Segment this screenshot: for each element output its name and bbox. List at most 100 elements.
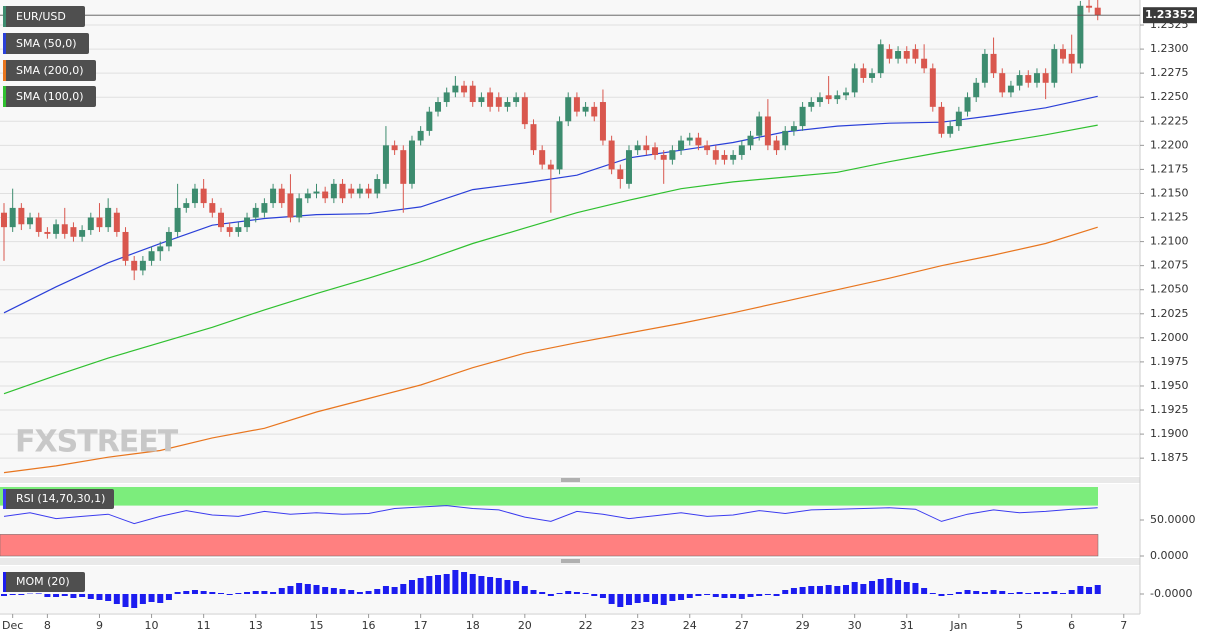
- candle-body: [990, 53, 997, 74]
- candle-body: [695, 137, 702, 146]
- legend-swatch: [3, 60, 6, 81]
- momentum-bar: [851, 582, 858, 594]
- momentum-bar: [391, 587, 398, 594]
- candle-body: [435, 102, 442, 112]
- candle-body: [903, 51, 910, 59]
- candle-body: [556, 121, 563, 170]
- momentum-bar: [313, 585, 320, 594]
- candle-body: [660, 154, 667, 160]
- y-tick-label: 1.1875: [1150, 451, 1189, 464]
- momentum-bar: [452, 570, 459, 594]
- legend-swatch: [3, 572, 6, 592]
- y-tick-label: 1.2150: [1150, 186, 1189, 199]
- momentum-bar: [18, 594, 25, 595]
- momentum-bar: [799, 587, 806, 594]
- candle-body: [764, 116, 771, 146]
- x-tick-label: 23: [631, 619, 645, 632]
- momentum-bar: [1077, 586, 1084, 594]
- panel-title: RSI (14,70,30,1): [16, 492, 105, 505]
- candle-body: [148, 251, 155, 261]
- momentum-bar: [400, 584, 407, 594]
- candle-body: [955, 111, 962, 127]
- candle-body: [122, 231, 129, 261]
- candle-body: [287, 193, 294, 218]
- candle-body: [912, 49, 919, 59]
- mom-panel: [0, 566, 1140, 613]
- candle-body: [495, 97, 502, 107]
- momentum-bar: [322, 587, 329, 594]
- candle-body: [1051, 49, 1058, 83]
- momentum-bar: [235, 593, 242, 594]
- momentum-bar: [877, 579, 884, 594]
- candle-body: [218, 212, 225, 228]
- candle-body: [738, 145, 745, 155]
- candle-body: [174, 207, 181, 232]
- y-tick-label: -0.0000: [1150, 587, 1192, 600]
- candle-body: [617, 169, 624, 180]
- candle-body: [452, 85, 459, 93]
- momentum-bar: [356, 592, 363, 594]
- legend-box[interactable]: [3, 6, 85, 27]
- legend-box[interactable]: [3, 60, 96, 81]
- candle-body: [773, 140, 780, 151]
- candle-body: [400, 150, 407, 184]
- momentum-bar: [426, 576, 433, 594]
- momentum-bar: [244, 592, 251, 594]
- momentum-bar: [990, 590, 997, 594]
- momentum-bar: [947, 594, 954, 595]
- x-tick-label: Dec: [2, 619, 23, 632]
- momentum-bar: [999, 591, 1006, 594]
- candle-body: [678, 140, 685, 151]
- candle-body: [408, 140, 415, 184]
- candle-body: [565, 97, 572, 122]
- x-tick-label: 31: [900, 619, 914, 632]
- candle-body: [330, 183, 337, 199]
- candle-body: [521, 97, 528, 125]
- candle-body: [929, 68, 936, 107]
- candle-body: [139, 260, 146, 271]
- candle-body: [790, 126, 797, 131]
- y-tick-label: 1.2125: [1150, 211, 1189, 224]
- momentum-bar: [148, 594, 155, 602]
- momentum-bar: [374, 589, 381, 594]
- candle-body: [1086, 5, 1093, 8]
- y-tick-label: 50.0000: [1150, 513, 1196, 526]
- candle-body: [573, 97, 580, 112]
- momentum-bar: [678, 594, 685, 600]
- momentum-bar: [521, 586, 528, 594]
- momentum-bar: [582, 593, 589, 594]
- y-tick-label: 1.2075: [1150, 259, 1189, 272]
- candle-body: [1016, 75, 1023, 86]
- legend-box[interactable]: [3, 489, 114, 509]
- candle-body: [547, 164, 554, 170]
- candle-body: [947, 126, 954, 134]
- momentum-bar: [487, 577, 494, 594]
- momentum-bar: [504, 580, 511, 594]
- y-tick-label: 1.2300: [1150, 42, 1189, 55]
- momentum-bar: [296, 583, 303, 594]
- panel-divider[interactable]: [0, 477, 1140, 483]
- momentum-bar: [174, 592, 181, 594]
- candle-body: [165, 231, 172, 247]
- candle-body: [9, 207, 16, 228]
- candle-body: [869, 73, 876, 78]
- candle-body: [226, 227, 233, 232]
- momentum-bar: [842, 585, 849, 594]
- candle-body: [1042, 73, 1049, 83]
- legend-box[interactable]: [3, 33, 89, 54]
- momentum-bar: [886, 578, 893, 594]
- candle-body: [35, 217, 42, 232]
- momentum-bar: [573, 592, 580, 594]
- momentum-bar: [565, 591, 572, 594]
- candle-body: [625, 150, 632, 184]
- candle-body: [608, 140, 615, 170]
- candle-body: [443, 92, 450, 103]
- momentum-bar: [44, 594, 51, 597]
- candle-body: [825, 95, 832, 100]
- main-panel: [0, 0, 1140, 476]
- legend-box[interactable]: [3, 572, 85, 592]
- momentum-bar: [756, 594, 763, 596]
- legend-box[interactable]: [3, 86, 96, 107]
- candle-body: [782, 130, 789, 146]
- momentum-bar: [1025, 593, 1032, 594]
